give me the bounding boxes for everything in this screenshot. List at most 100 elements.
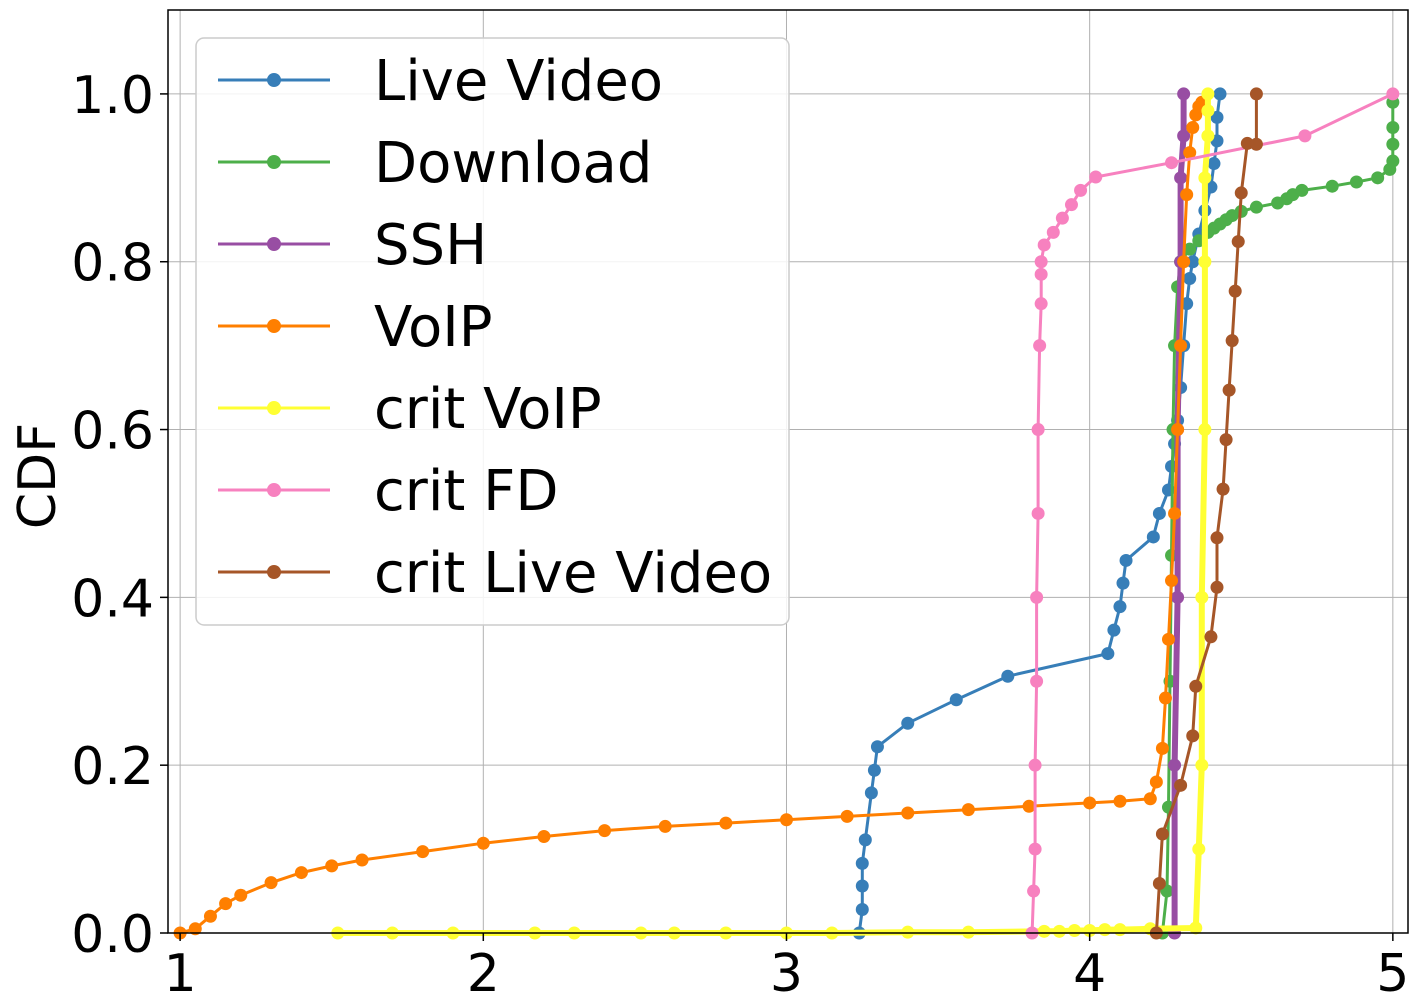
data-point — [1155, 741, 1169, 755]
data-point — [1152, 506, 1166, 520]
data-point — [1234, 186, 1248, 200]
data-point — [1249, 137, 1263, 151]
data-point — [1168, 506, 1182, 520]
data-point — [1022, 799, 1036, 813]
data-point — [1174, 778, 1188, 792]
data-point — [1064, 198, 1078, 212]
legend-marker — [267, 565, 281, 579]
data-point — [1183, 272, 1197, 286]
data-point — [1052, 924, 1066, 938]
data-point — [1201, 87, 1215, 101]
data-point — [1189, 921, 1203, 935]
data-point — [1183, 242, 1197, 256]
data-point — [1116, 576, 1130, 590]
data-point — [1198, 171, 1212, 185]
legend-entry: crit Live Video — [218, 541, 772, 606]
data-point — [1055, 211, 1069, 225]
data-point — [1031, 423, 1045, 437]
y-tick-label: 0.2 — [71, 737, 154, 797]
data-point — [1027, 884, 1041, 898]
series-download — [1155, 95, 1400, 940]
legend-marker — [267, 319, 281, 333]
data-point — [1349, 175, 1363, 189]
data-point — [1210, 531, 1224, 545]
data-point — [1186, 729, 1200, 743]
x-tick-label: 3 — [770, 944, 803, 1004]
series-crit-fd — [1025, 87, 1400, 940]
data-point — [1165, 574, 1179, 588]
data-point — [1149, 775, 1163, 789]
data-point — [325, 859, 339, 873]
data-point — [1186, 255, 1200, 269]
data-point — [1231, 235, 1245, 249]
legend-label: VoIP — [374, 295, 493, 360]
data-point — [1325, 179, 1339, 193]
data-point — [1030, 590, 1044, 604]
data-point — [1177, 255, 1191, 269]
legend-label: SSH — [374, 213, 487, 278]
data-point — [1386, 154, 1400, 168]
legend-label: Live Video — [374, 49, 663, 114]
series-crit-live-video — [1149, 87, 1263, 940]
data-point — [855, 903, 869, 917]
data-point — [1171, 423, 1185, 437]
data-point — [1249, 87, 1263, 101]
data-point — [1028, 758, 1042, 772]
data-point — [294, 866, 308, 880]
x-tick-label: 5 — [1376, 944, 1409, 1004]
data-point — [1371, 171, 1385, 185]
data-point — [1033, 339, 1047, 353]
y-tick-label: 0.6 — [71, 402, 154, 462]
data-point — [1201, 104, 1215, 118]
legend-entry: Live Video — [218, 49, 663, 114]
data-point — [1180, 188, 1194, 202]
x-tick-label: 4 — [1073, 944, 1106, 1004]
data-point — [1186, 120, 1200, 134]
data-point — [1031, 506, 1045, 520]
legend: Live Video Download SSH VoIP crit VoIP crit F… — [195, 37, 790, 626]
axis-ticks: 1 2 3 4 5 0.0 0.2 0.4 0.6 0.8 1.0 — [71, 66, 1409, 1004]
data-point — [1098, 923, 1112, 937]
data-point — [1028, 842, 1042, 856]
data-point — [1161, 632, 1175, 646]
data-point — [901, 806, 915, 820]
data-point — [855, 856, 869, 870]
data-point — [203, 909, 217, 923]
legend-marker — [267, 483, 281, 497]
data-point — [864, 786, 878, 800]
data-point — [961, 803, 975, 817]
legend-label: crit FD — [374, 459, 558, 524]
series-layer — [173, 87, 1400, 940]
series-line — [857, 93, 1222, 934]
data-point — [1198, 423, 1212, 437]
data-point — [1249, 200, 1263, 214]
data-point — [264, 876, 278, 890]
data-point — [1034, 255, 1048, 269]
data-point — [1228, 284, 1242, 298]
data-point — [658, 819, 672, 833]
series-line — [1160, 102, 1395, 934]
data-point — [870, 740, 884, 754]
data-point — [719, 816, 733, 830]
data-point — [1101, 647, 1115, 661]
data-point — [1219, 433, 1233, 447]
data-point — [1295, 183, 1309, 197]
data-point — [1189, 679, 1203, 693]
legend-label: Download — [374, 131, 652, 196]
data-point — [1068, 923, 1082, 937]
data-point — [1386, 87, 1400, 101]
y-tick-label: 0.0 — [71, 905, 154, 965]
data-point — [1174, 171, 1188, 185]
data-point — [1046, 225, 1060, 239]
data-point — [1210, 580, 1224, 594]
legend-box — [195, 37, 790, 626]
data-point — [1192, 842, 1206, 856]
data-point — [416, 845, 430, 859]
data-point — [1074, 183, 1088, 197]
data-point — [1113, 923, 1127, 937]
data-point — [1213, 87, 1227, 101]
data-point — [598, 824, 612, 838]
y-tick-label: 0.8 — [71, 234, 154, 294]
data-point — [1034, 297, 1048, 311]
